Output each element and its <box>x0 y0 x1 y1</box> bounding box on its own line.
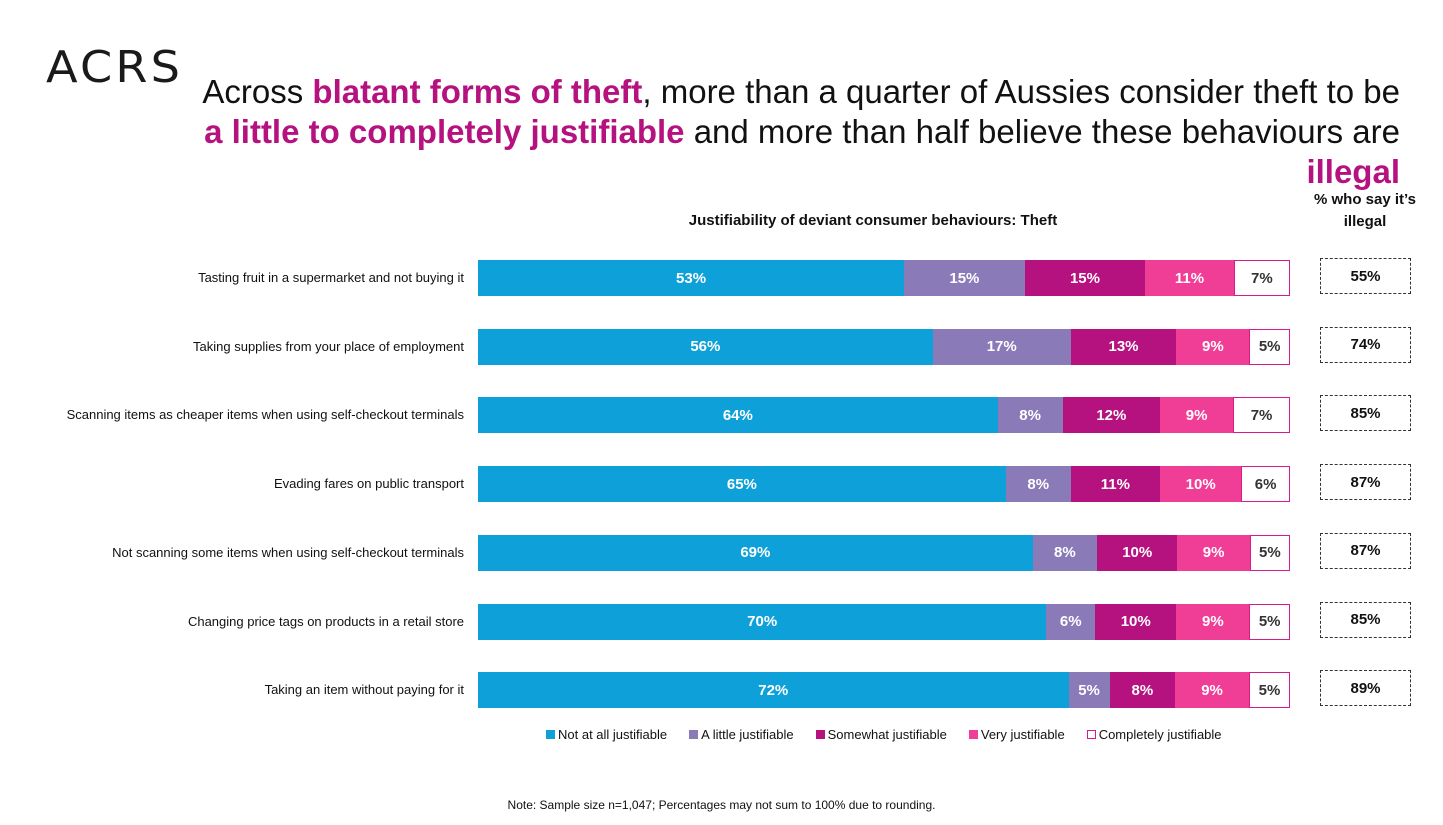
bar-segment-not-at-all: 53% <box>478 260 905 296</box>
category-label: Changing price tags on products in a ret… <box>187 613 464 629</box>
bar-segment-a-little: 15% <box>904 260 1025 296</box>
legend-label: Not at all justifiable <box>558 727 668 742</box>
bar-segment-a-little: 8% <box>1005 466 1071 503</box>
bar-segment-completely: 7% <box>1233 260 1290 296</box>
headline-text: and more than half believe these behavio… <box>684 113 1400 150</box>
category-label: Evading fares on public transport <box>273 476 464 492</box>
bar-segment-a-little: 8% <box>997 397 1063 434</box>
category-label: Taking an item without paying for it <box>264 682 464 698</box>
bar-segment-completely: 7% <box>1233 397 1290 434</box>
bar-segment-very: 9% <box>1177 534 1250 571</box>
chart-legend: Not at all justifiable A little justifiab… <box>546 727 1222 742</box>
legend-label: Very justifiable <box>980 727 1065 742</box>
bar-segment-not-at-all: 69% <box>478 534 1033 571</box>
illegal-pct-value: 74% <box>1320 326 1411 363</box>
legend-swatch <box>815 730 825 739</box>
headline-text: , more than a quarter of Aussies conside… <box>642 73 1400 110</box>
bar-segment-somewhat: 13% <box>1070 328 1177 365</box>
bar-segment-a-little: 5% <box>1068 672 1110 709</box>
legend-swatch <box>689 730 699 739</box>
bar-segment-not-at-all: 70% <box>478 603 1047 640</box>
bar-segment-completely: 6% <box>1241 466 1290 503</box>
legend-swatch <box>968 730 978 739</box>
bar-segment-not-at-all: 56% <box>478 328 933 365</box>
bar-segment-very: 9% <box>1176 328 1250 365</box>
illegal-pct-value: 87% <box>1320 532 1411 569</box>
bar-segment-not-at-all: 72% <box>478 672 1069 709</box>
headline-text: Across <box>202 73 313 110</box>
headline-highlight: illegal <box>1306 153 1400 190</box>
bar-segment-very: 9% <box>1160 397 1234 434</box>
illegal-pct-value: 85% <box>1320 395 1411 432</box>
legend-label: Completely justifiable <box>1098 727 1222 742</box>
illegal-pct-value: 55% <box>1320 258 1411 294</box>
bar-segment-not-at-all: 64% <box>478 397 998 434</box>
bar-segment-completely: 5% <box>1249 328 1290 365</box>
legend-item: Very justifiable <box>968 727 1065 742</box>
legend-item: A little justifiable <box>689 727 794 742</box>
footnote: Note: Sample size n=1,047; Percentages m… <box>507 798 936 812</box>
bar-segment-somewhat: 10% <box>1097 534 1178 571</box>
category-label: Tasting fruit in a supermarket and not b… <box>198 270 464 285</box>
bar-segment-somewhat: 11% <box>1070 466 1161 503</box>
legend-swatch <box>546 730 555 739</box>
stacked-bar: 56% 17% 13% 9% 5% <box>478 328 1290 365</box>
stacked-bar: 64% 8% 12% 9% 7% <box>478 397 1290 434</box>
bar-segment-a-little: 8% <box>1032 534 1098 571</box>
bar-segment-somewhat: 8% <box>1109 672 1176 709</box>
page-headline: Across blatant forms of theft, more than… <box>200 72 1400 192</box>
bar-segment-somewhat: 10% <box>1095 603 1177 640</box>
bar-segment-very: 10% <box>1160 466 1242 503</box>
stacked-bar: 65% 8% 11% 10% 6% <box>478 466 1290 503</box>
stacked-bar: 69% 8% 10% 9% 5% <box>478 534 1290 571</box>
bar-segment-completely: 5% <box>1248 672 1290 709</box>
headline-highlight: a little to completely justifiable <box>204 113 685 150</box>
stacked-bar: 72% 5% 8% 9% 5% <box>478 672 1290 709</box>
illegal-pct-value: 85% <box>1320 601 1411 638</box>
bar-segment-somewhat: 12% <box>1062 397 1161 434</box>
headline-highlight: blatant forms of theft <box>312 73 643 110</box>
acrs-logo: ACRS <box>46 42 184 93</box>
bar-segment-completely: 5% <box>1249 603 1290 640</box>
bar-segment-somewhat: 15% <box>1024 260 1146 296</box>
category-label: Taking supplies from your place of emplo… <box>193 338 464 354</box>
stacked-bar: 53% 15% 15% 11% 7% <box>478 260 1290 296</box>
illegal-column-header: % who say it’s illegal <box>1314 191 1416 230</box>
bar-segment-very: 9% <box>1176 603 1250 640</box>
legend-swatch <box>1086 730 1096 739</box>
category-label: Scanning items as cheaper items when usi… <box>66 407 464 423</box>
stacked-bar: 70% 6% 10% 9% 5% <box>478 603 1290 640</box>
bar-segment-a-little: 6% <box>1046 603 1096 640</box>
illegal-pct-value: 87% <box>1320 464 1411 501</box>
bar-segment-a-little: 17% <box>932 328 1071 365</box>
legend-item: Completely justifiable <box>1086 727 1222 742</box>
legend-label: A little justifiable <box>701 727 794 742</box>
bar-segment-very: 11% <box>1145 260 1234 296</box>
bar-segment-very: 9% <box>1175 672 1249 709</box>
bar-segment-completely: 5% <box>1249 534 1290 571</box>
legend-label: Somewhat justifiable <box>827 727 947 742</box>
chart-title: Justifiability of deviant consumer behav… <box>688 212 1058 229</box>
category-label: Not scanning some items when using self-… <box>112 544 464 560</box>
legend-item: Somewhat justifiable <box>815 727 947 742</box>
legend-item: Not at all justifiable <box>546 727 667 742</box>
bar-segment-not-at-all: 65% <box>478 466 1006 503</box>
illegal-pct-value: 89% <box>1320 670 1411 707</box>
